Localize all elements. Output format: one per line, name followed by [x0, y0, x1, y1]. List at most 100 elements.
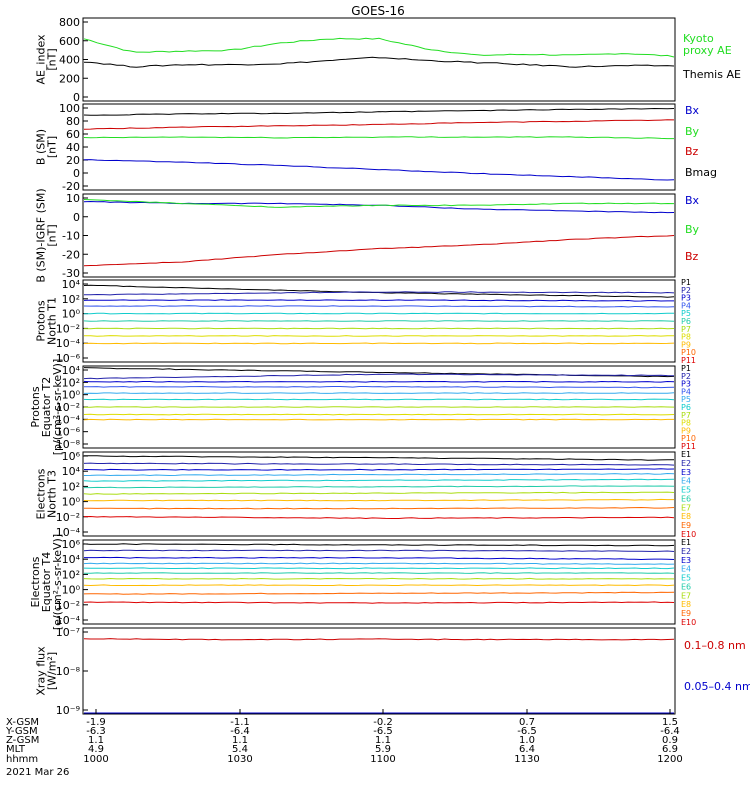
- legend-entry: Bz: [685, 145, 699, 158]
- y-tick-label: 0: [73, 211, 80, 224]
- y-tick-label: 10²: [62, 293, 80, 306]
- y-axis-label-line: North T1: [46, 297, 59, 345]
- x-tick-value: 1100: [370, 754, 395, 765]
- y-tick-label: 10⁴: [62, 465, 81, 478]
- y-tick-label: 10⁻⁸: [56, 665, 81, 678]
- legend-entry: By: [685, 223, 700, 236]
- series-line-E7: [84, 578, 674, 579]
- y-tick-label: 10⁶: [62, 538, 81, 551]
- y-tick-label: -10: [62, 230, 80, 243]
- series-line-P7: [84, 407, 674, 408]
- series-line-E2: [84, 550, 674, 551]
- legend-entry: E1: [681, 450, 691, 459]
- series-line-P1: [84, 285, 674, 297]
- y-axis-label-line: [nT]: [46, 136, 59, 158]
- series-line-E1: [84, 456, 674, 460]
- series-line-E2: [84, 463, 674, 465]
- panel-frame: [83, 540, 675, 624]
- y-tick-label: 800: [59, 16, 80, 29]
- series-line-P9: [84, 343, 674, 344]
- series-line-E6: [84, 486, 674, 488]
- series-line-Bz: [84, 120, 674, 129]
- legend-entry: E10: [681, 618, 696, 627]
- legend-entry: E8: [681, 600, 691, 609]
- series-line-E8: [84, 585, 674, 586]
- x-tick-value: 1000: [83, 754, 108, 765]
- y-axis-label: Xray flux[W/m²]: [35, 646, 59, 696]
- legend-entry: E2: [681, 459, 691, 468]
- x-row-label: hhmm: [6, 754, 38, 765]
- series-line-E10: [84, 602, 674, 603]
- y-tick-label: 600: [59, 35, 80, 48]
- legend-entry: E5: [681, 486, 691, 495]
- legend-entry: Bx: [685, 104, 700, 117]
- series-line-P5: [84, 313, 674, 314]
- panel-5-series: [84, 368, 674, 420]
- y-tick-label: 200: [59, 72, 80, 85]
- y-tick-label: 60: [66, 128, 80, 141]
- panel-frame: [83, 18, 675, 101]
- series-line-P7: [84, 328, 674, 329]
- legend-entry: E2: [681, 547, 691, 556]
- series-line-E10: [84, 517, 674, 519]
- y-tick-label: 20: [66, 154, 80, 167]
- series-line-E4: [84, 563, 674, 564]
- y-tick-label: 10⁰: [62, 308, 81, 321]
- panel-4-series: [84, 285, 674, 344]
- series-line-E9: [84, 592, 674, 594]
- series-line-Themis AE: [84, 57, 674, 67]
- x-tick-value: 1130: [514, 754, 539, 765]
- panel-frame: [83, 628, 675, 714]
- legend-entry: E8: [681, 512, 691, 521]
- legend-entry: E4: [681, 565, 691, 574]
- y-tick-label: 10⁰: [62, 389, 81, 402]
- y-tick-label: 10²: [62, 480, 80, 493]
- legend-entry: By: [685, 125, 700, 138]
- y-tick-label: 10⁰: [62, 496, 81, 509]
- y-tick-label: 10⁻⁴: [56, 337, 81, 350]
- y-axis-label: B (SM)[nT]: [35, 129, 59, 165]
- series-line-E3: [84, 469, 674, 470]
- series-line-By: [84, 137, 674, 139]
- series-line-Bz: [84, 236, 674, 266]
- legend-entry: E5: [681, 574, 691, 583]
- y-tick-label: 100: [59, 102, 80, 115]
- series-line-E1: [84, 544, 674, 546]
- figure-title: GOES-16: [351, 4, 405, 18]
- legend-entry: Themis AE: [682, 68, 741, 81]
- series-line-Kyoto proxy AE: [84, 38, 674, 57]
- y-tick-label: 80: [66, 115, 80, 128]
- y-axis-label-line: [p/(cm²-s-sr-keV)]: [51, 359, 64, 456]
- series-line-P4: [84, 306, 674, 307]
- y-tick-label: 0: [73, 167, 80, 180]
- series-line-E5: [84, 479, 674, 481]
- series-line-P6: [84, 321, 674, 322]
- legend-entry: E1: [681, 538, 691, 547]
- series-line-P3: [84, 381, 674, 382]
- y-tick-label: 10⁻²: [56, 322, 80, 335]
- series-line-P3: [84, 300, 674, 301]
- y-axis-label-line: [nT]: [46, 224, 59, 246]
- series-line-E3: [84, 557, 674, 559]
- legend-entry: E7: [681, 503, 691, 512]
- series-line-By: [84, 200, 674, 208]
- legend-entry: proxy AE: [683, 44, 732, 57]
- y-axis-label: AE_index[nT]: [35, 34, 59, 85]
- y-tick-label: 10⁴: [62, 553, 81, 566]
- series-line-P8: [84, 336, 674, 337]
